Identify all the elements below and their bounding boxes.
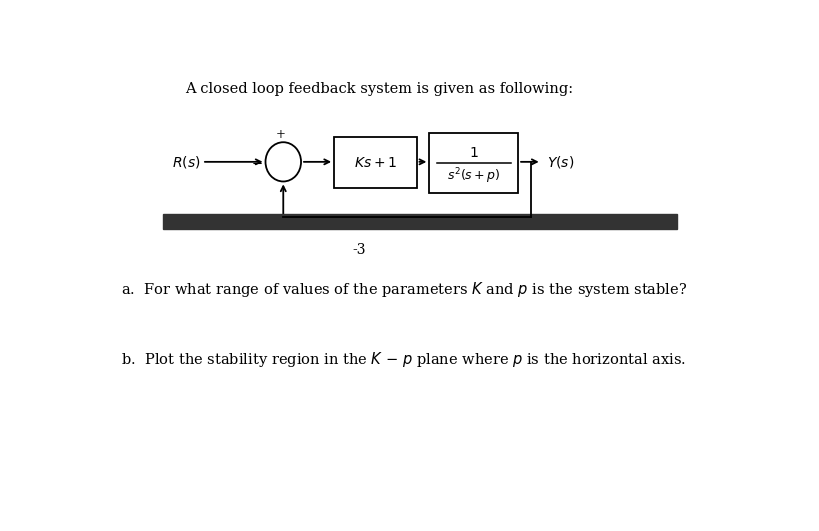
Text: -3: -3 xyxy=(353,243,366,257)
Text: $R(s)$: $R(s)$ xyxy=(172,154,201,170)
Text: $Y(s)$: $Y(s)$ xyxy=(547,154,574,170)
Text: $Ks + 1$: $Ks + 1$ xyxy=(354,156,396,170)
Text: a.  For what range of values of the parameters $K$ and $p$ is the system stable?: a. For what range of values of the param… xyxy=(121,280,688,299)
Bar xyxy=(334,138,417,189)
Text: $s^2(s + p)$: $s^2(s + p)$ xyxy=(447,167,500,186)
Text: b.  Plot the stability region in the $K$ $-$ $p$ plane where $p$ is the horizont: b. Plot the stability region in the $K$ … xyxy=(121,350,686,369)
Text: +: + xyxy=(276,128,286,141)
Text: $1$: $1$ xyxy=(468,146,478,160)
Bar xyxy=(429,133,518,193)
Bar xyxy=(163,214,676,229)
Text: −: − xyxy=(251,158,263,172)
Text: A closed loop feedback system is given as following:: A closed loop feedback system is given a… xyxy=(185,82,573,96)
